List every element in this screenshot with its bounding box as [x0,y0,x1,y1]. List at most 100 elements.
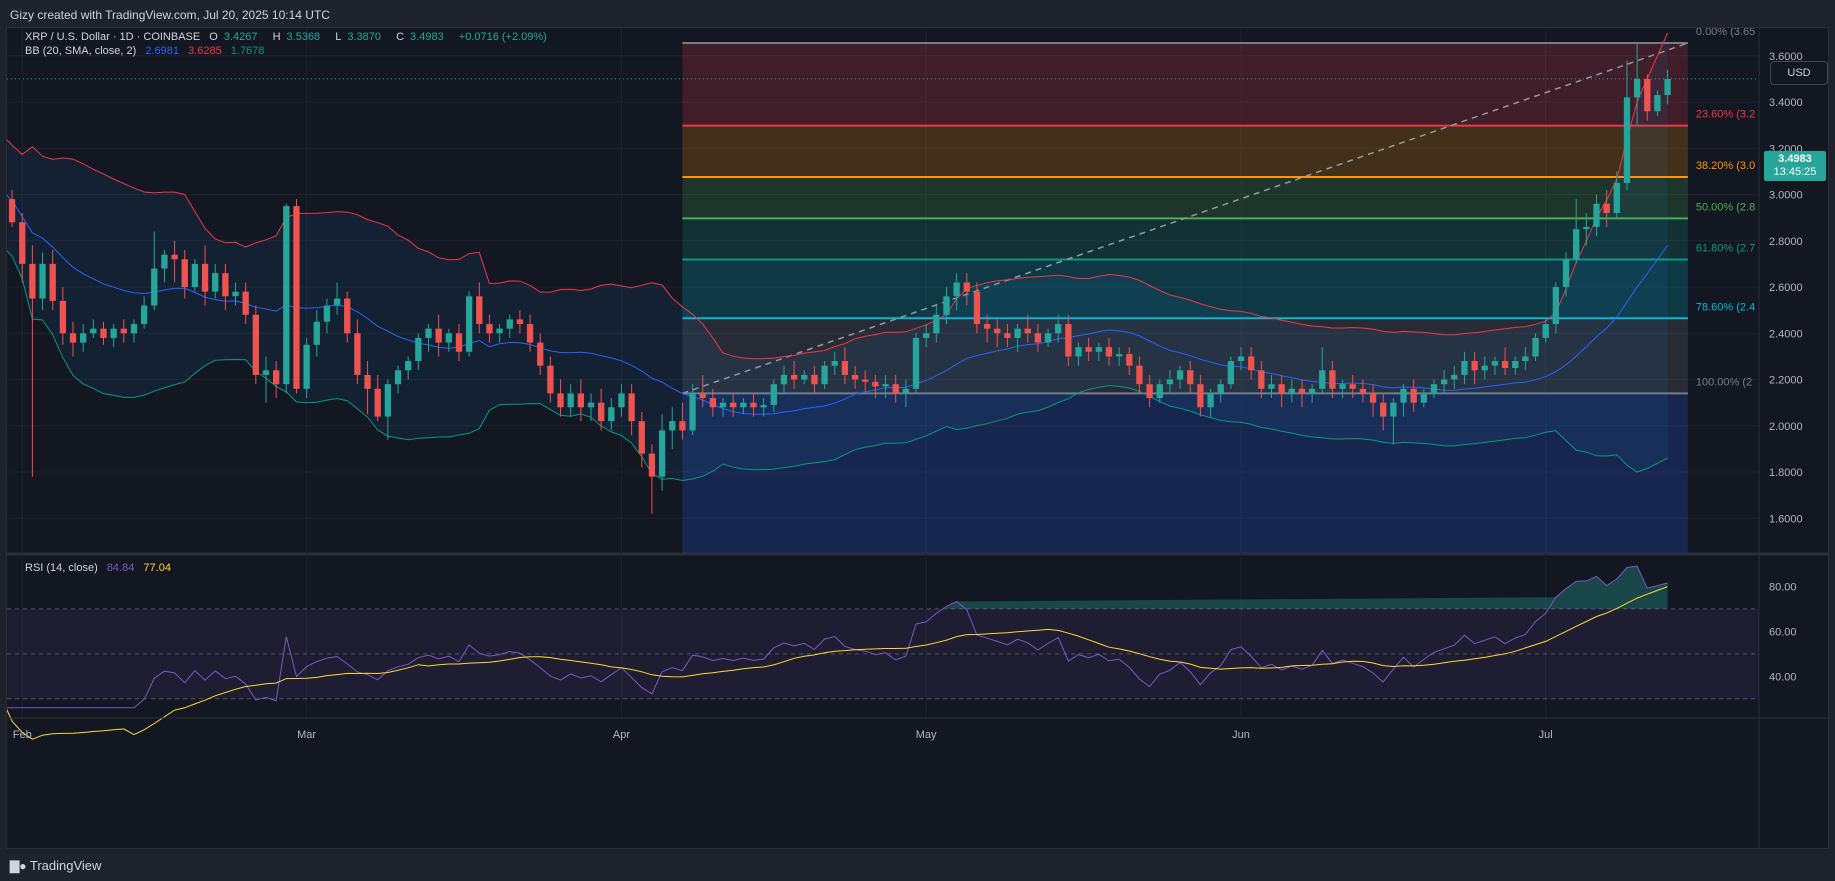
candle-body [790,374,798,380]
candle [689,384,696,436]
candle [1075,342,1082,366]
candle [811,365,818,394]
candle [1166,370,1174,394]
candle-body [1420,393,1427,403]
candle-body [923,333,930,338]
candle-body [394,370,402,385]
candle [1187,361,1194,394]
candle-body [1115,354,1123,357]
candle-body [658,430,666,477]
candle [618,384,625,417]
fib-trend-line [682,42,1689,395]
candle [333,282,341,315]
candle-body [8,199,16,223]
candle [1532,333,1539,362]
candle-body [201,263,209,292]
candle [1471,351,1478,385]
candle [730,393,737,417]
candle-body [333,298,341,306]
time-tick-label: Mar [297,729,316,741]
candle-body [1207,393,1214,408]
candle-body [181,259,188,288]
candle [1522,347,1529,371]
candle [669,407,676,449]
candle-body [821,365,828,385]
candle-body [354,333,361,375]
candle [323,298,331,334]
candle [801,370,808,385]
candle-body [222,273,229,297]
candle-body [1298,388,1306,394]
candle [80,324,87,352]
candle [140,296,148,329]
candle [1288,379,1295,403]
candle [1298,379,1306,408]
candle [344,291,351,343]
candle-body [313,321,320,345]
candle-body [262,370,270,375]
candle-body [272,370,280,385]
candle [262,356,270,403]
candle [1542,319,1549,343]
candle-body [1390,402,1397,417]
candle-body [1522,356,1529,362]
candle-body [161,254,168,269]
chart-frame[interactable]: 0.00% (3.65 23.60% (3.2 38.20% (3.0 50.00% … [6,27,1829,849]
candle-body [364,374,371,389]
candle [1095,342,1102,362]
candle [151,231,158,311]
candle-body [902,388,910,394]
price-tick-label: 2.0000 [1769,421,1803,433]
candle-body [587,402,595,408]
fib-level-label: 23.60% (3.2 [1696,109,1755,121]
candle-body [557,393,564,408]
candle-body [140,305,148,325]
candle-body [252,314,259,375]
tradingview-logo-icon: ▇● [10,859,27,873]
price-tick-label: 2.6000 [1769,282,1803,294]
candle [709,388,717,417]
last-price-badge: 3.4983 13:45:25 [1764,151,1826,181]
candle-body [1034,333,1042,343]
candle-body [496,328,503,334]
low-value: L 3.3870 [335,31,382,43]
currency-button[interactable]: USD [1770,61,1828,85]
open-value: O 3.4267 [209,31,258,43]
candle-body [283,206,290,385]
candle [658,414,666,491]
bar-countdown: 13:45:25 [1773,166,1817,178]
candle-body [90,328,97,334]
candle [1278,374,1285,408]
candle [232,282,239,306]
candle-body [994,328,1001,334]
candle-body [760,404,767,408]
candle [1654,90,1661,116]
candle-body [506,319,513,329]
price-tick-label: 3.6000 [1769,51,1803,63]
candle [1461,351,1468,385]
candle [90,319,97,338]
candle [364,361,371,415]
chart-canvas[interactable]: 0.00% (3.65 23.60% (3.2 38.20% (3.0 50.00% … [7,28,1828,848]
candle-body [1481,365,1488,371]
candle [252,305,259,385]
candle [567,384,574,417]
rsi-tick-label: 40.00 [1769,671,1797,683]
high-value: H 3.5368 [272,31,321,43]
tradingview-brand[interactable]: ▇● TradingView [10,858,101,873]
candle [679,402,686,440]
candle-body [719,402,727,408]
candle [943,287,950,325]
candle [1562,252,1570,297]
candle [1217,379,1224,403]
candle [699,374,706,408]
candle [130,319,138,343]
time-tick-label: Jul [1539,729,1553,741]
candle [719,398,727,417]
candle [1359,379,1367,403]
candle [59,287,67,345]
candle [780,365,788,394]
candle [394,365,402,394]
candle-body [1512,361,1519,368]
candle-body [59,300,67,334]
